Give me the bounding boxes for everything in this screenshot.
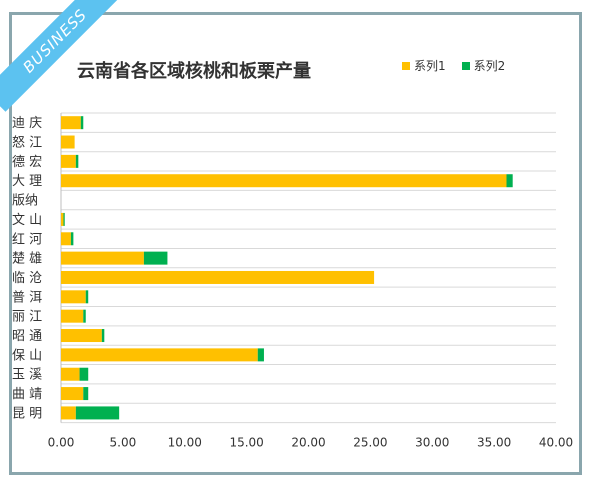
- x-tick-label-5: 25.00: [353, 436, 387, 450]
- business-ribbon: BUSINESS: [0, 0, 120, 120]
- bar-series2-7: [143, 251, 168, 265]
- legend-item-series1: 系列1: [402, 57, 446, 74]
- x-tick-label-4: 20.00: [291, 436, 325, 450]
- bar-series1-10: [61, 309, 84, 323]
- category-label-6: 红 河: [12, 231, 42, 247]
- category-label-9: 普 洱: [12, 290, 42, 305]
- bar-series1-6: [61, 232, 71, 246]
- bar-series1-5: [61, 212, 64, 226]
- category-label-4: 版纳: [12, 194, 38, 209]
- category-label-3: 大 理: [12, 174, 42, 189]
- x-tick-label-6: 30.00: [415, 436, 449, 450]
- x-tick-label-0: 0.00: [48, 436, 75, 450]
- chart-legend: 系列1 系列2: [402, 57, 505, 74]
- bar-series2-12: [257, 348, 264, 362]
- category-label-10: 丽 江: [12, 310, 42, 325]
- x-tick-label-2: 10.00: [168, 436, 202, 450]
- bar-series2-14: [83, 387, 89, 401]
- bar-series2-11: [101, 329, 105, 343]
- legend-swatch-series1: [402, 61, 410, 70]
- bar-series2-0: [80, 116, 84, 130]
- category-label-14: 曲 靖: [12, 387, 42, 402]
- legend-item-series2: 系列2: [461, 57, 506, 74]
- bar-series1-15: [61, 406, 76, 420]
- bar-series1-12: [61, 348, 258, 362]
- x-tick-label-1: 5.00: [110, 436, 137, 450]
- category-label-8: 临 沧: [12, 270, 42, 286]
- chart-title: 云南省各区域核桃和板栗产量: [77, 61, 311, 82]
- category-label-5: 文 山: [12, 213, 42, 228]
- bar-series2-3: [506, 174, 513, 188]
- category-label-13: 玉 溪: [12, 368, 42, 383]
- bar-series1-11: [61, 329, 102, 343]
- bar-series1-2: [61, 154, 76, 168]
- category-label-7: 楚 雄: [12, 252, 42, 267]
- legend-swatch-series2: [461, 61, 470, 70]
- bar-series1-1: [61, 135, 75, 149]
- bar-series2-2: [75, 154, 79, 168]
- category-label-11: 昭 通: [12, 329, 42, 344]
- category-label-12: 保 山: [12, 348, 42, 363]
- bar-series2-15: [75, 406, 120, 420]
- x-tick-label-3: 15.00: [229, 436, 263, 450]
- x-tick-label-7: 35.00: [477, 436, 511, 450]
- x-tick-label-8: 40.00: [539, 436, 573, 450]
- bar-series1-8: [61, 270, 375, 284]
- category-label-15: 昆 明: [12, 406, 42, 421]
- legend-label-series2: 系列2: [473, 59, 506, 73]
- bar-series1-9: [61, 290, 86, 304]
- category-label-1: 怒 江: [12, 136, 42, 151]
- bar-series1-7: [61, 251, 144, 265]
- category-label-0: 迪 庆: [12, 116, 42, 131]
- legend-label-series1: 系列1: [414, 59, 446, 73]
- bar-series2-13: [79, 367, 89, 381]
- bar-series1-3: [61, 174, 507, 188]
- bar-series2-9: [85, 290, 89, 304]
- category-label-2: 德 宏: [12, 155, 42, 170]
- chart-frame: [9, 12, 582, 475]
- bar-series1-0: [61, 116, 81, 130]
- bar-series1-13: [61, 367, 80, 381]
- bar-series2-6: [70, 232, 74, 246]
- bar-series2-10: [83, 309, 86, 323]
- business-ribbon-label: BUSINESS: [0, 0, 120, 112]
- bar-series1-14: [61, 387, 84, 401]
- bar-series2-5: [63, 212, 65, 226]
